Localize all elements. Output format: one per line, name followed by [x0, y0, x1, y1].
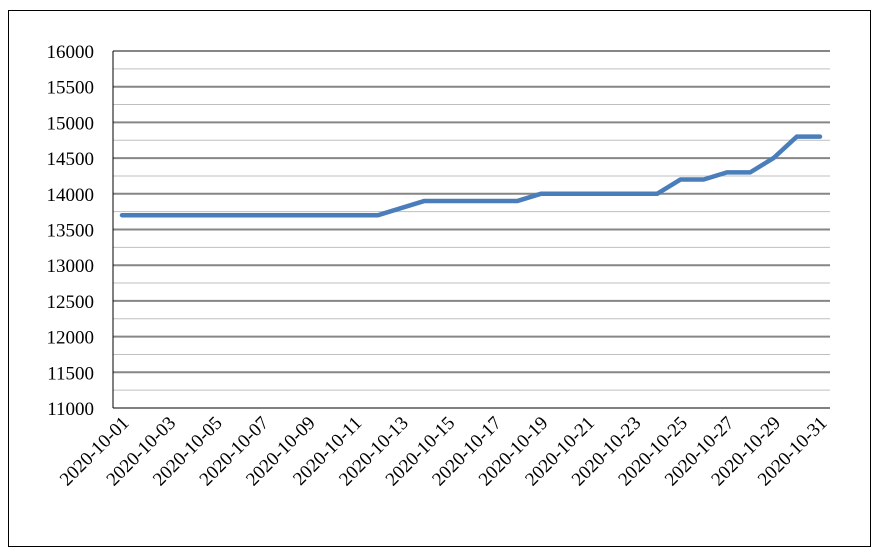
- y-tick-label: 14500: [47, 149, 95, 170]
- y-tick-label: 15000: [47, 113, 95, 134]
- y-tick-label: 15500: [47, 78, 95, 99]
- y-tick-label: 12500: [47, 292, 95, 313]
- y-tick-label: 14000: [47, 185, 95, 206]
- y-tick-label: 11500: [47, 363, 94, 384]
- series-line: [119, 134, 823, 218]
- y-tick-label: 12000: [47, 328, 95, 349]
- y-tick-label: 13000: [47, 256, 95, 277]
- y-tick-label: 11000: [47, 399, 94, 420]
- y-tick-label: 16000: [47, 42, 95, 63]
- y-tick-label: 13500: [47, 221, 95, 242]
- chart-frame: [8, 10, 871, 547]
